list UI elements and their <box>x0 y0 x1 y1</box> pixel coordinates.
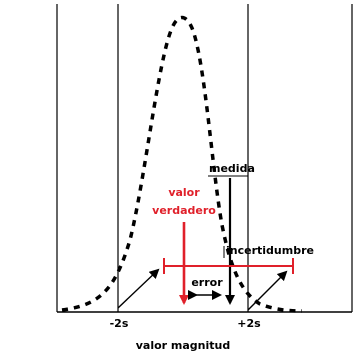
x-axis-title: valor magnitud <box>136 339 231 352</box>
uncertainty-label: incertidumbre <box>226 244 314 257</box>
minus-2s-label: -2s <box>110 317 129 330</box>
error-label: error <box>191 276 223 289</box>
left-diagonal-arrow <box>117 268 160 309</box>
plus-2s-label: +2s <box>237 317 261 330</box>
true-value-label-line2: verdadero <box>152 204 216 217</box>
right-diagonal-arrow <box>247 270 288 311</box>
true-value-label-line1: valor <box>168 186 200 199</box>
measured-label: medida <box>209 162 255 175</box>
gaussian-curve <box>61 15 303 313</box>
